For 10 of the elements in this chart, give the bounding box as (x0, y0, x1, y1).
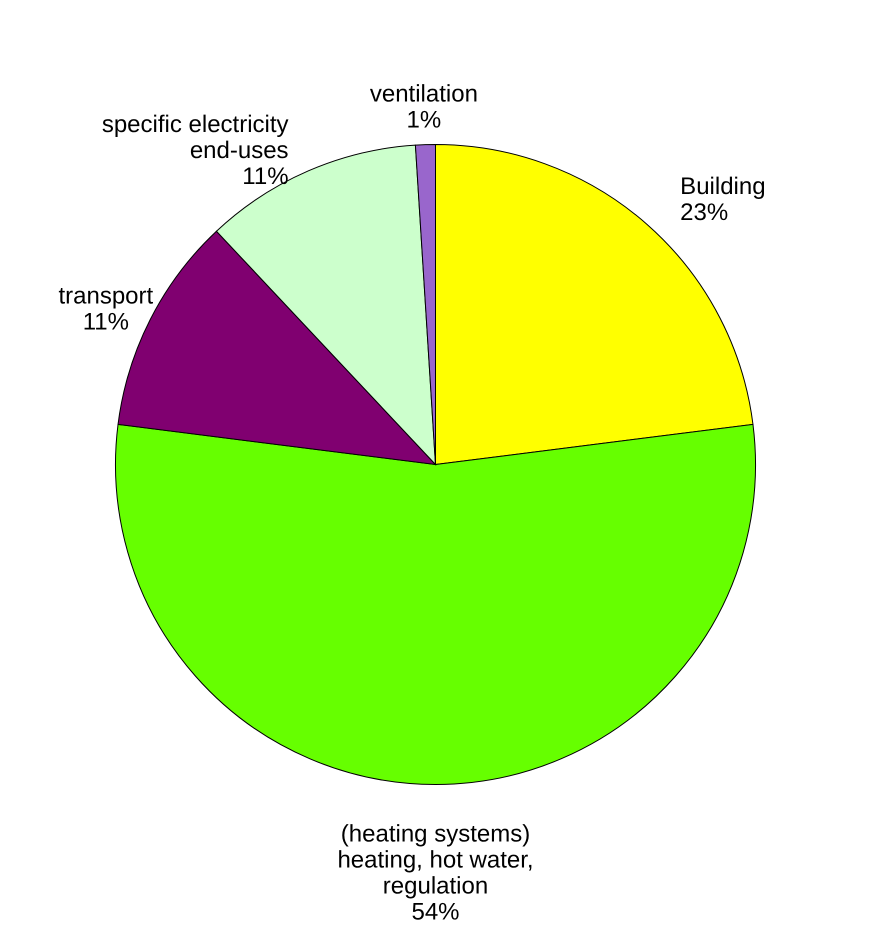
slice-label: transport (58, 282, 154, 310)
slice-label: (heating systems) heating, hot water, regulation (337, 820, 534, 900)
data-label: 54% (411, 898, 460, 926)
slice-label: specific electricity end-uses (102, 110, 289, 164)
data-label: 11% (82, 308, 129, 336)
data-label: 1% (406, 106, 442, 134)
slice-label: ventilation (370, 80, 478, 108)
data-label: 23% (680, 198, 728, 226)
slice-label: Building (680, 172, 766, 200)
data-label: 11% (242, 162, 289, 190)
